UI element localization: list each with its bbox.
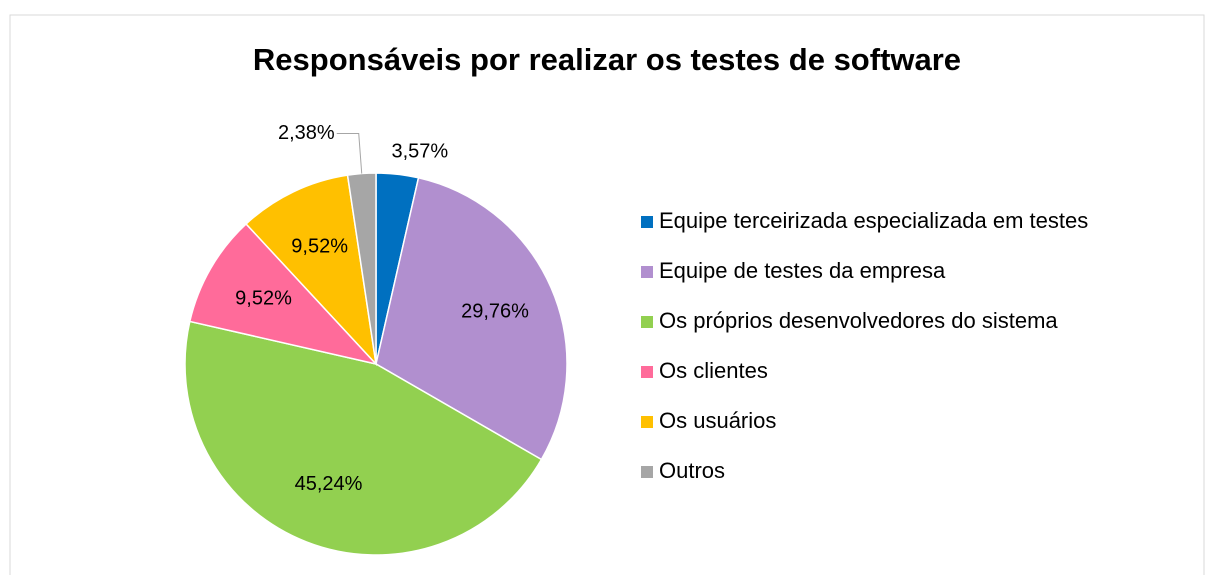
legend-swatch [641, 266, 653, 278]
legend-label: Outros [659, 458, 725, 483]
legend-swatch [641, 466, 653, 478]
leader-line [336, 133, 363, 174]
data-label: 29,76% [461, 300, 529, 322]
data-label: 9,52% [235, 287, 292, 309]
data-label: 2,38% [278, 122, 335, 144]
legend-swatch [641, 416, 653, 428]
legend-label: Equipe terceirizada especializada em tes… [659, 208, 1088, 233]
pie-slice [375, 176, 568, 461]
legend-label: Equipe de testes da empresa [659, 258, 946, 283]
data-label: 9,52% [291, 235, 348, 257]
legend-swatch [641, 316, 653, 328]
data-label: 3,57% [391, 141, 448, 163]
pie-slice [184, 320, 543, 556]
legend-label: Os próprios desenvolvedores do sistema [659, 308, 1058, 333]
chart-frame [9, 14, 1205, 575]
pie-slice [245, 174, 378, 367]
data-label: 45,24% [295, 473, 363, 495]
legend-label: Os clientes [659, 358, 768, 383]
legend-swatch [641, 216, 653, 228]
legend-label: Os usuários [659, 408, 776, 433]
legend-swatch [641, 366, 653, 378]
chart-title: Responsáveis por realizar os testes de s… [253, 42, 961, 77]
pie-slice [188, 222, 379, 366]
